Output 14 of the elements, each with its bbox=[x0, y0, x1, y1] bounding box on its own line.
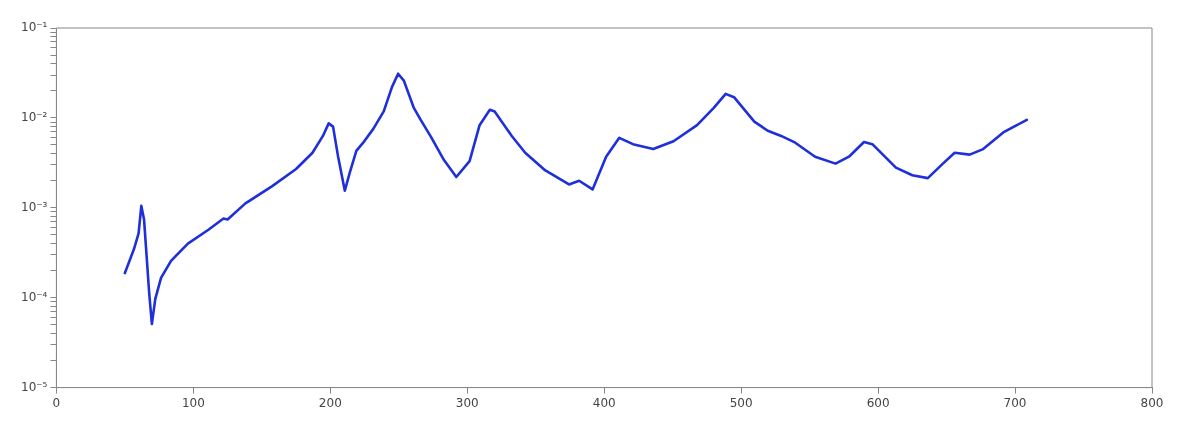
x-tick-label: 500 bbox=[729, 395, 753, 410]
x-tick-label: 200 bbox=[318, 395, 342, 410]
y-tick-label: 10⁻⁴ bbox=[20, 289, 48, 304]
x-tick-label: 0 bbox=[52, 395, 61, 410]
x-tick-label: 700 bbox=[1003, 395, 1027, 410]
x-tick-label: 600 bbox=[866, 395, 890, 410]
x-tick-label: 400 bbox=[592, 395, 616, 410]
y-tick-label: 10⁻³ bbox=[20, 199, 48, 214]
y-tick-label: 10⁻⁵ bbox=[20, 379, 48, 394]
y-tick-label: 10⁻² bbox=[20, 110, 48, 125]
x-tick-label: 800 bbox=[1140, 395, 1164, 410]
y-tick-label: 10⁻¹ bbox=[20, 20, 48, 35]
x-tick-label: 100 bbox=[181, 395, 205, 410]
x-tick-label: 300 bbox=[455, 395, 479, 410]
